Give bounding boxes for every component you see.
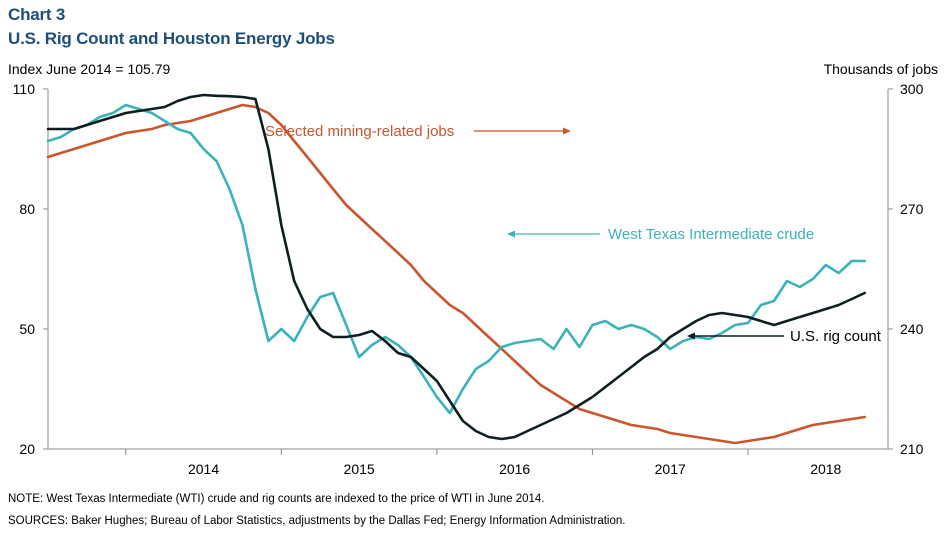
wti-arrow-head xyxy=(507,230,515,238)
x-tick-label: 2014 xyxy=(188,461,219,477)
left-axis-title: Index June 2014 = 105.79 xyxy=(8,61,171,77)
right-tick-label: 300 xyxy=(900,81,924,97)
left-tick-label: 80 xyxy=(19,201,35,217)
left-tick-label: 110 xyxy=(13,81,36,97)
left-tick-label: 50 xyxy=(19,321,35,337)
right-axis-title: Thousands of jobs xyxy=(823,61,938,77)
selected-mining-related-jobs-line xyxy=(46,103,866,445)
rig-annotation: U.S. rig count xyxy=(790,328,882,345)
jobs-annotation: Selected mining-related jobs xyxy=(265,123,454,140)
rig-arrow-head xyxy=(687,332,695,340)
right-tick-label: 240 xyxy=(900,321,924,337)
chart-number: Chart 3 xyxy=(8,5,66,24)
footnote: NOTE: West Texas Intermediate (WTI) crud… xyxy=(8,493,545,505)
left-tick-label: 20 xyxy=(19,441,35,457)
jobs-arrow-head xyxy=(563,127,571,135)
u-s-rig-count-line xyxy=(46,93,866,441)
chart-series xyxy=(46,93,866,445)
west-texas-intermediate-crude-line xyxy=(46,103,866,415)
right-tick-label: 210 xyxy=(900,441,924,457)
sources: SOURCES: Baker Hughes; Bureau of Labor S… xyxy=(8,515,626,527)
chart-title: U.S. Rig Count and Houston Energy Jobs xyxy=(8,29,335,48)
right-tick-label: 270 xyxy=(900,201,924,217)
x-tick-label: 2015 xyxy=(344,461,375,477)
x-tick-label: 2017 xyxy=(655,461,686,477)
wti-annotation: West Texas Intermediate crude xyxy=(608,226,814,243)
x-tick-label: 2018 xyxy=(810,461,841,477)
chart-annotations: Selected mining-related jobs West Texas I… xyxy=(265,123,882,345)
chart-axes: 20 50 80 110 210 240 270 300 2014 2015 2016 2017 201… xyxy=(13,81,924,477)
x-tick-label: 2016 xyxy=(499,461,530,477)
